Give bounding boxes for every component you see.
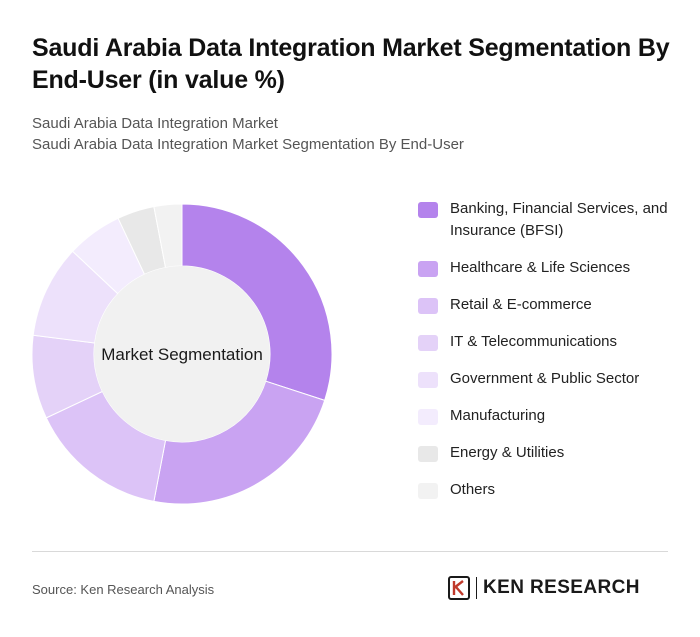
- legend-item: Others: [418, 479, 678, 501]
- legend-swatch: [418, 298, 438, 314]
- legend-label: Banking, Financial Services, and Insuran…: [450, 200, 668, 239]
- legend-label: Healthcare & Life Sciences: [450, 259, 631, 276]
- legend-label: Retail & E-commerce: [450, 296, 592, 313]
- donut-svg: Market Segmentation: [31, 203, 333, 505]
- legend-item: Government & Public Sector: [418, 368, 678, 390]
- legend-item: Banking, Financial Services, and Insuran…: [418, 198, 678, 242]
- brand-logo: KEN RESEARCH: [448, 576, 640, 600]
- subtitle-line-2: Saudi Arabia Data Integration Market Seg…: [32, 136, 464, 153]
- legend-swatch: [418, 202, 438, 218]
- legend-swatch: [418, 261, 438, 277]
- chart-title: Saudi Arabia Data Integration Market Seg…: [32, 34, 670, 94]
- brand-separator: [476, 577, 477, 599]
- legend-item: Healthcare & Life Sciences: [418, 257, 678, 279]
- footer-divider: [32, 551, 668, 552]
- legend-item: Retail & E-commerce: [418, 294, 678, 316]
- subtitle-line-1: Saudi Arabia Data Integration Market: [32, 115, 278, 132]
- legend-item: Manufacturing: [418, 405, 678, 427]
- chart-legend: Banking, Financial Services, and Insuran…: [418, 198, 678, 516]
- legend-label: IT & Telecommunications: [450, 333, 618, 350]
- donut-center: [94, 266, 270, 442]
- ken-research-logo-icon: [448, 576, 470, 600]
- legend-swatch: [418, 372, 438, 388]
- source-note: Source: Ken Research Analysis: [32, 582, 215, 597]
- legend-label: Energy & Utilities: [450, 444, 565, 461]
- donut-chart: Market Segmentation: [26, 198, 338, 510]
- chart-subtitle: Saudi Arabia Data Integration Market Sau…: [32, 113, 464, 155]
- legend-swatch: [418, 335, 438, 351]
- donut-center-label: Market Segmentation: [101, 345, 263, 364]
- legend-swatch: [418, 409, 438, 425]
- legend-item: Energy & Utilities: [418, 442, 678, 464]
- legend-swatch: [418, 446, 438, 462]
- legend-label: Manufacturing: [450, 407, 546, 424]
- legend-label: Government & Public Sector: [450, 370, 640, 387]
- donut-slices: [31, 203, 333, 505]
- legend-item: IT & Telecommunications: [418, 331, 678, 353]
- legend-label: Others: [450, 481, 496, 498]
- brand-name: KEN RESEARCH: [483, 577, 640, 598]
- legend-swatch: [418, 483, 438, 499]
